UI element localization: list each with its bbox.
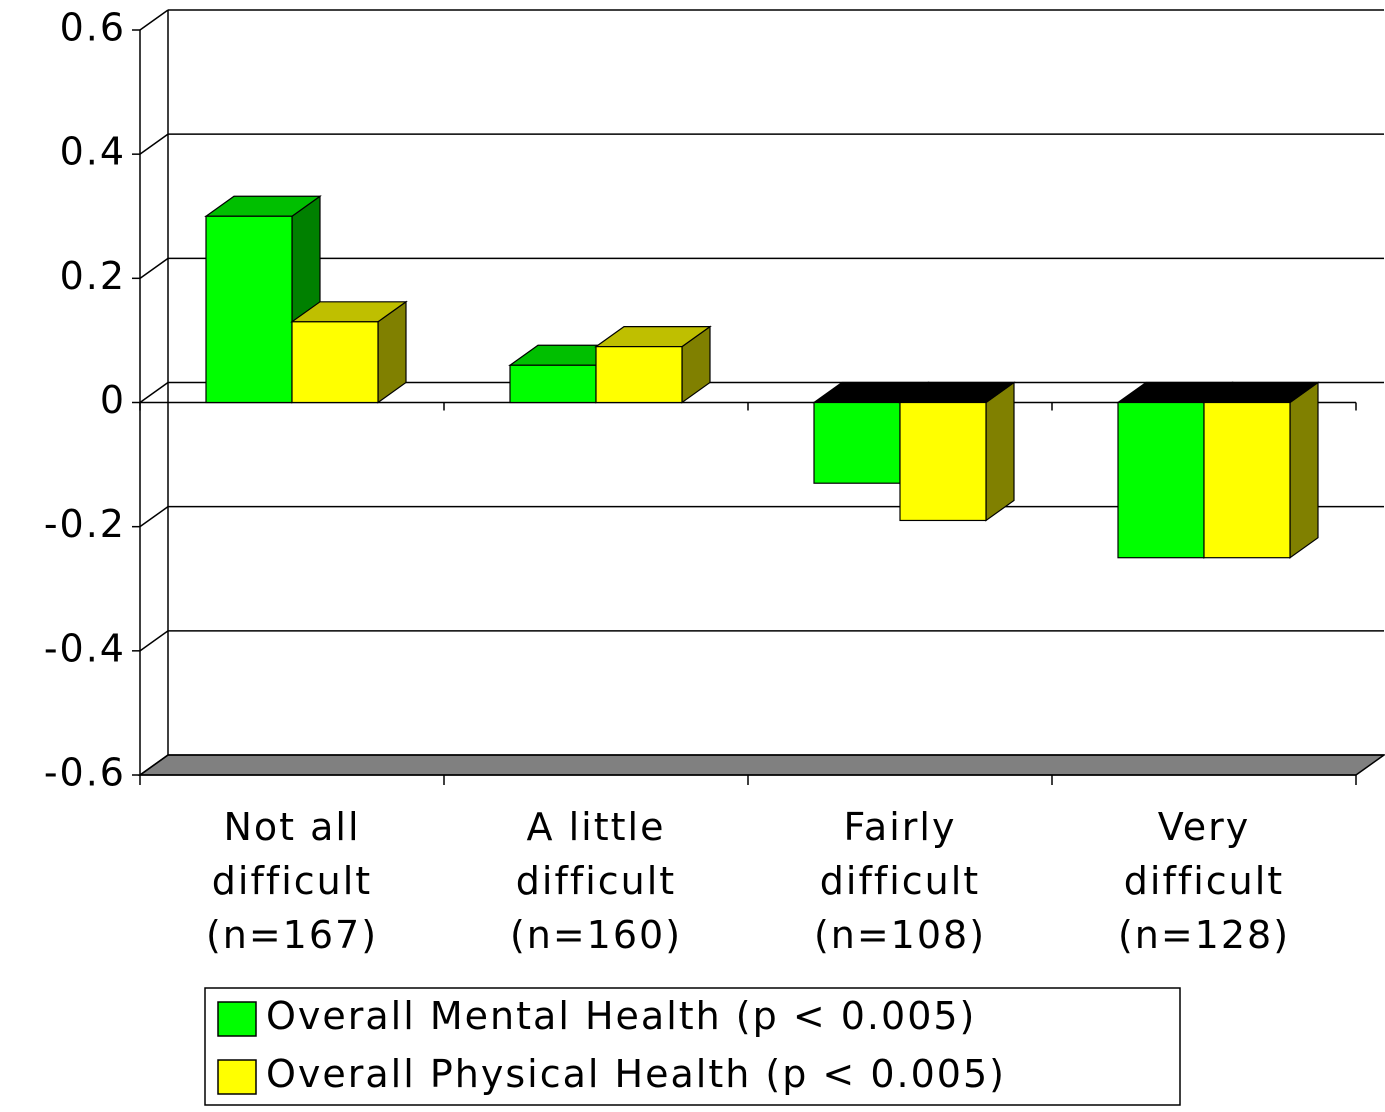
y-tick-label: -0.6 (44, 751, 126, 795)
y-tick-label: 0.6 (60, 6, 126, 50)
x-tick-label: A little difficult (n=160) (509, 805, 683, 957)
bar (205, 215, 293, 404)
legend-swatch (217, 1001, 257, 1037)
y-tick-label: 0 (100, 378, 126, 422)
wall-diagonal (139, 754, 169, 776)
bar (813, 401, 901, 484)
bar (899, 401, 987, 522)
bar-side (985, 381, 1015, 522)
wall-diagonal (139, 133, 169, 155)
wall-diagonal (139, 506, 169, 528)
bar-side (1289, 381, 1319, 559)
y-tick-label: -0.2 (44, 502, 126, 546)
bar (291, 321, 379, 404)
wall-diagonal (139, 630, 169, 652)
x-tick-label: Not all difficult (n=167) (205, 805, 379, 957)
wall-diagonal (139, 381, 169, 404)
y-tick-label: -0.4 (44, 626, 126, 670)
bar (595, 346, 683, 404)
legend-swatch (217, 1059, 257, 1095)
bar (509, 364, 597, 404)
bar (1117, 401, 1205, 559)
x-tick-label: Very difficult (n=128) (1117, 805, 1291, 957)
wall-diagonal (139, 9, 169, 31)
bar (1203, 401, 1291, 559)
legend-label: Overall Physical Health (p < 0.005) (266, 1052, 1006, 1096)
x-tick-label: Fairly difficult (n=108) (813, 805, 987, 957)
wall-diagonal (139, 257, 169, 279)
legend-label: Overall Mental Health (p < 0.005) (266, 994, 977, 1038)
y-tick-label: 0.4 (60, 130, 126, 174)
legend-box (204, 987, 1181, 1106)
floor (137, 754, 1385, 776)
y-tick-label: 0.2 (60, 254, 126, 298)
